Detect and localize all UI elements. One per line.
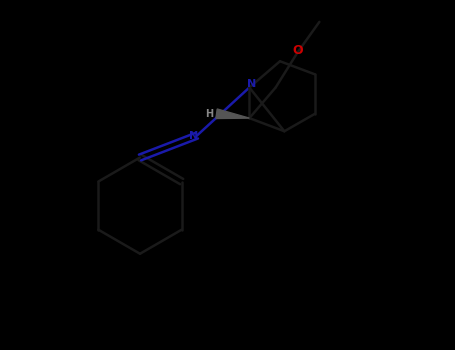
Text: N: N [189, 131, 198, 141]
Text: N: N [247, 79, 256, 89]
Polygon shape [216, 109, 249, 119]
Text: H: H [205, 109, 213, 119]
Text: O: O [292, 44, 303, 57]
